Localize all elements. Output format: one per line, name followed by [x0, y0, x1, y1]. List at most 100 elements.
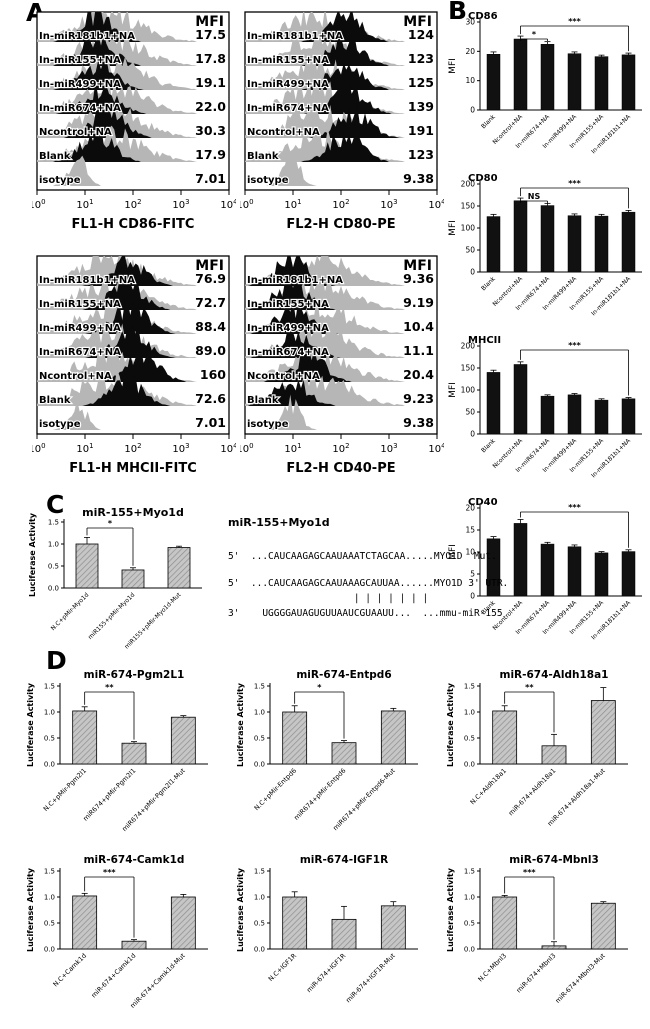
x-axis-label: FL1-H MHCII-FITC	[69, 461, 197, 476]
x-tick-exponent: 2	[345, 442, 349, 450]
bar-chart-cd80: 0 50 100 150 200 MFI CD80 Blank Ncontrol+NA In-mi…	[446, 170, 650, 334]
flow-row-label: In-miR181b1+NA	[247, 31, 343, 42]
flow-histogram-flow-cd86: In-miR181b1+NA 17.5 In-miR155+NA 17.8 In-miR…	[28, 11, 238, 232]
flow-row-mfi: 7.01	[195, 415, 226, 430]
hist-sample	[245, 348, 437, 382]
flow-row-label: isotype	[39, 419, 81, 430]
y-tick-label: 50	[465, 246, 475, 255]
bar-chart-bar-mhcii: 050100150200MFIMHCIIBlankNcontrol+NAIn-m…	[448, 335, 642, 479]
sig-label: **	[525, 683, 534, 692]
flow-row-mfi: 123	[408, 147, 434, 162]
y-axis-label: Luciferase Activity	[236, 682, 245, 767]
bar	[492, 896, 518, 950]
x-tick-label: 101	[284, 442, 301, 455]
category-label: Blank	[480, 113, 497, 130]
category-label: miR674+pMir-Entpd6	[292, 767, 347, 822]
y-tick-label: 50	[465, 408, 475, 417]
bar-chart-bar-cd40: 05101520MFICD40BlankNcontrol+NAIn-miR674…	[448, 497, 642, 641]
x-tick-exponent: 1	[297, 198, 301, 206]
chart-title: miR-674-Pgm2L1	[84, 669, 185, 681]
sig-label: ***	[568, 179, 581, 188]
bar-chart-luc-entpd6: 0.0 0.5 1.0 1.5 Luciferase Activity miR-674-E…	[236, 669, 418, 832]
y-tick-label: 1.0	[44, 709, 55, 717]
bar	[513, 38, 528, 111]
x-tick-label: 100	[32, 198, 46, 211]
chart-title: CD80	[468, 173, 498, 184]
bar	[167, 547, 191, 589]
flow-row-label: isotype	[39, 175, 81, 186]
y-tick-label: 1.5	[44, 683, 55, 691]
bar	[486, 216, 501, 273]
sequence-line-pairing: | | | | | | |	[228, 593, 429, 604]
y-axis-label: Luciferase Activity	[28, 512, 37, 597]
panel-b-label: B	[448, 0, 468, 25]
sig-label: ***	[568, 341, 581, 350]
category-label: N.C+pMir-Entpd6	[253, 767, 298, 812]
chart-title: miR-674-Mbnl3	[509, 854, 599, 866]
hist-sample	[37, 126, 229, 162]
bar	[590, 700, 616, 765]
x-tick-exponent: 4	[441, 442, 444, 450]
y-tick-label: 10	[465, 76, 475, 85]
flow-row-label: In-miR674+NA	[247, 103, 329, 114]
chart-title: miR-674-Entpd6	[296, 669, 391, 681]
flow-row-label: Ncontrol+NA	[247, 371, 320, 382]
chart-title: MHCII	[468, 335, 501, 346]
flow-row-label: isotype	[247, 175, 289, 186]
y-tick-label: 1.5	[48, 519, 59, 527]
hist-sample	[37, 57, 229, 90]
flow-row-mfi: 22.0	[195, 99, 226, 114]
flow-row-label: In-miR181b1+NA	[247, 275, 343, 286]
y-axis-label: Luciferase Activity	[446, 682, 455, 767]
flow-row-mfi: 10.4	[403, 319, 434, 334]
y-axis-label: Luciferase Activity	[446, 867, 455, 952]
hist-sample	[37, 347, 229, 382]
y-tick-label: 15	[465, 526, 475, 535]
x-tick-label: 103	[380, 442, 397, 455]
y-tick-label: 30	[465, 18, 475, 27]
x-tick-exponent: 1	[89, 442, 93, 450]
mfi-header: MFI	[403, 14, 432, 30]
bar-chart-cd40: 0 5 10 15 20 MFI CD40 Blank Ncontrol+NA In-miR674…	[446, 494, 650, 658]
bar	[486, 54, 501, 111]
bar-chart-bar-cd80: 050100150200MFICD80BlankNcontrol+NAIn-mi…	[448, 173, 642, 317]
flow-histogram-flow-mhcii: In-miR181b1+NA 76.9 In-miR155+NA 72.7 In-miR…	[28, 255, 238, 476]
hist-isotype	[245, 394, 437, 430]
category-label: miR-674+Aldh18a1	[507, 767, 558, 818]
bar	[513, 364, 528, 435]
category-label: N.C+pMir-Myo1d	[50, 591, 91, 632]
y-tick-label: 0.5	[48, 563, 59, 571]
bar	[75, 543, 99, 589]
y-tick-label: 0.5	[464, 735, 475, 743]
x-tick-exponent: 3	[185, 198, 189, 206]
flow-row-label: In-miR155+NA	[247, 299, 329, 310]
hist-sample	[37, 33, 229, 66]
histogram-layer	[37, 256, 229, 430]
flow-row-label: Blank	[247, 395, 279, 406]
y-tick-label: 10	[465, 548, 475, 557]
x-tick-label: 104	[428, 442, 444, 455]
mfi-header: MFI	[195, 258, 224, 274]
x-axis-label: FL2-H CD80-PE	[286, 217, 395, 232]
sig-label: ***	[523, 868, 536, 877]
category-label: miR-674+Mbnl3-Mut	[554, 951, 607, 1004]
x-tick-label: 102	[332, 198, 349, 211]
bar-chart-bar-cd86: 0102030MFICD86BlankNcontrol+NAIn-miR674+…	[448, 11, 642, 155]
sig-label: *	[317, 683, 322, 692]
y-tick-label: 0.0	[44, 946, 55, 954]
bar	[540, 205, 555, 273]
bar-chart-luc-camk1d: 0.0 0.5 1.0 1.5 Luciferase Activity miR-674-C…	[26, 854, 208, 1010]
flow-row-label: In-miR155+NA	[39, 299, 121, 310]
hist-sample	[245, 133, 437, 162]
luciferase-chart-pgm2l1: 0.0 0.5 1.0 1.5 Luciferase Activity miR-674-P…	[24, 668, 224, 848]
hist-sample	[245, 379, 437, 406]
y-tick-label: 0.5	[44, 920, 55, 928]
chart-title: CD40	[468, 497, 498, 508]
hist-sample	[37, 299, 229, 334]
flow-row-mfi: 19.1	[195, 75, 226, 90]
x-tick-label: 103	[380, 198, 397, 211]
sequence-line-utr: 5' ...CAUCAAGAGCAAUAAAGCAUUAA......MYO1D…	[228, 578, 509, 589]
flow-panel-mhcii: In-miR181b1+NA 76.9 In-miR155+NA 72.7 In-miR…	[28, 254, 238, 480]
flow-row-mfi: 88.4	[195, 319, 226, 334]
flow-row-mfi: 17.8	[195, 51, 226, 66]
